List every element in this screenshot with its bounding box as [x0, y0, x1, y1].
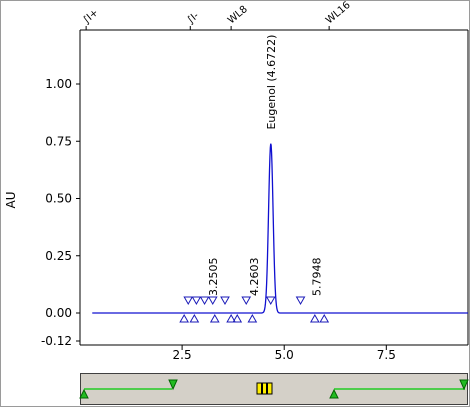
plot-area: [80, 30, 468, 345]
y-tick-label: 0.25: [45, 249, 72, 263]
peak-start-marker: [207, 296, 218, 306]
y-tick-label: 0.00: [45, 306, 72, 320]
peak-start-marker: [220, 296, 230, 306]
peak-end-marker: [247, 313, 258, 323]
event-marker-label: ∫I+: [81, 7, 101, 26]
time-range-scrollbar[interactable]: [80, 373, 468, 405]
peak-end-marker: [189, 313, 200, 323]
y-axis-label: AU: [4, 192, 18, 209]
peak-end-marker: [179, 313, 190, 323]
peak-start-marker: [265, 296, 276, 306]
y-tick-label: -0.12: [41, 334, 72, 348]
peak-start-marker: [191, 296, 202, 306]
peak-end-marker: [209, 313, 220, 323]
peak-end-marker: [309, 313, 320, 323]
event-marker-label: ∫I-: [185, 10, 201, 26]
y-tick-label: 1.00: [45, 77, 72, 91]
event-marker-label: WL8: [226, 4, 250, 26]
peak-end-marker: [232, 313, 243, 323]
peak-label: 5.7948: [311, 258, 324, 297]
peak-start-marker: [241, 296, 252, 306]
chromatogram-trace: [92, 143, 468, 314]
peak-start-marker: [199, 296, 210, 306]
peak-label: 3.2505: [207, 258, 220, 297]
peak-start-marker: [295, 296, 306, 306]
peak-end-marker: [226, 313, 236, 323]
x-tick-label: 7.5: [377, 348, 396, 362]
peak-end-marker: [319, 313, 330, 323]
peak-label: Eugenol (4.6722): [265, 35, 278, 130]
y-tick-label: 0.75: [45, 134, 72, 148]
y-tick-label: 0.50: [45, 192, 72, 206]
peak-start-marker: [183, 296, 194, 306]
x-tick-label: 5.0: [275, 348, 294, 362]
x-tick-label: 2.5: [173, 348, 192, 362]
peak-label: 4.2603: [248, 258, 261, 297]
event-marker-label: WL16: [324, 0, 353, 26]
